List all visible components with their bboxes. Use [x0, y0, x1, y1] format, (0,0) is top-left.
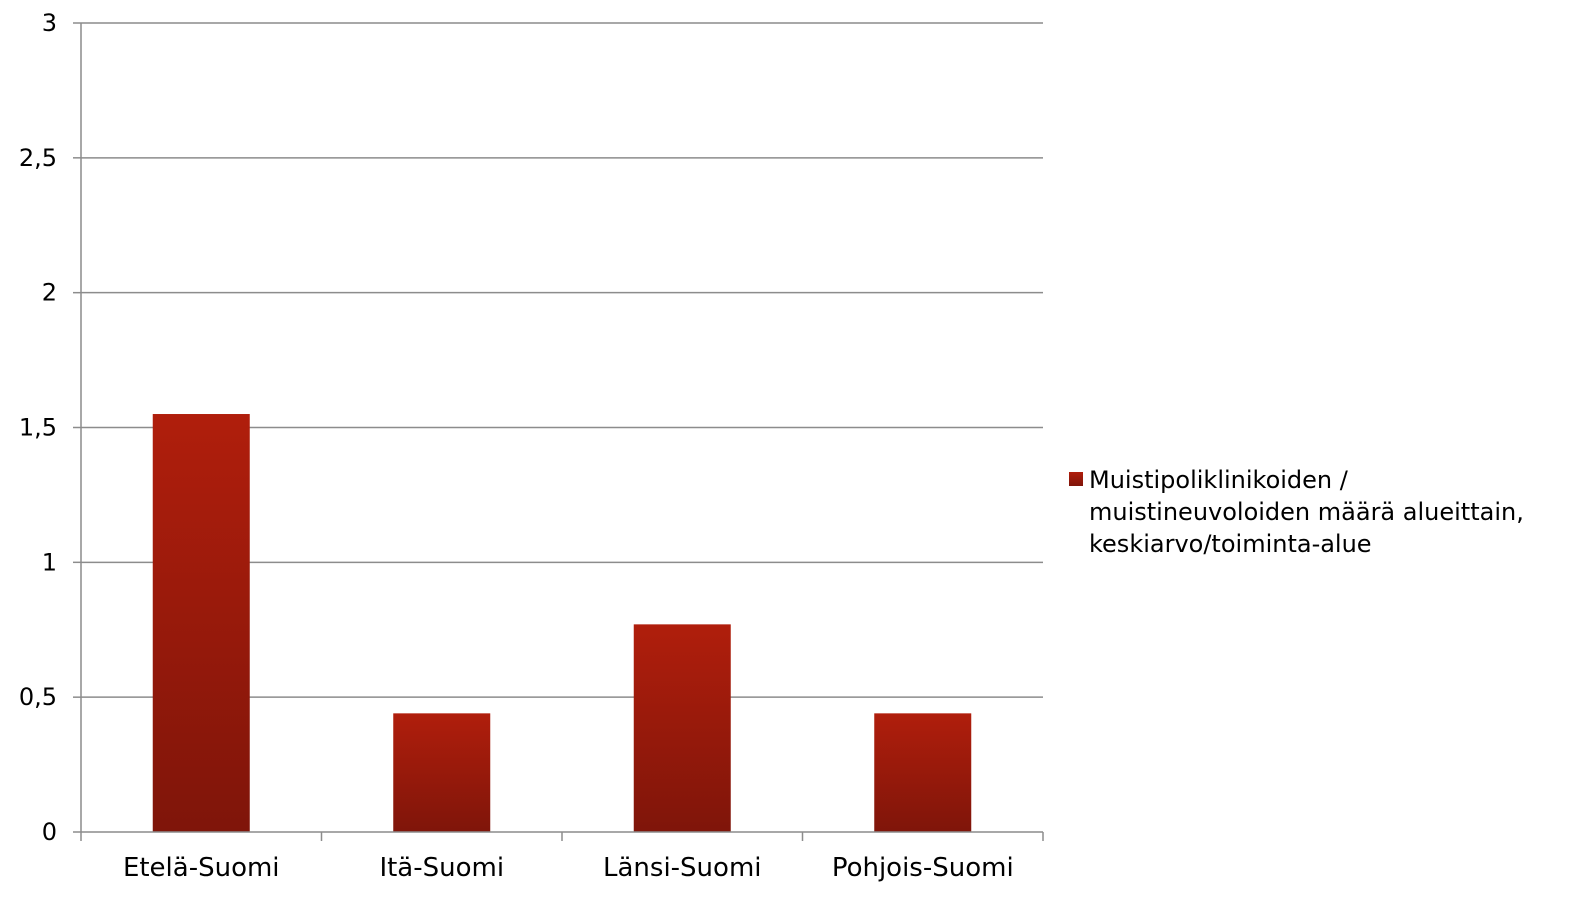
bar — [633, 624, 731, 832]
y-tick-label: 3 — [42, 9, 57, 37]
legend-swatch — [1069, 472, 1083, 486]
bar — [874, 713, 972, 832]
x-category-label: Etelä-Suomi — [123, 853, 280, 883]
y-tick-label: 2,5 — [19, 144, 57, 172]
y-tick-label: 0,5 — [19, 683, 57, 711]
bars — [152, 414, 972, 832]
bar — [152, 414, 250, 832]
x-category-labels: Etelä-Suomi Itä-Suomi Länsi-Suomi Pohjois-S… — [123, 853, 1014, 883]
x-category-label: Pohjois-Suomi — [832, 853, 1014, 883]
legend: Muistipoliklinikoiden / muistineuvoloide… — [1069, 466, 1524, 558]
bar — [393, 713, 491, 832]
y-tick-label: 1,5 — [19, 414, 57, 442]
y-tick-label: 0 — [42, 818, 57, 846]
y-tick-labels: 0 0,5 1 1,5 2 2,5 3 — [19, 9, 57, 846]
x-category-label: Länsi-Suomi — [603, 853, 762, 883]
x-category-label: Itä-Suomi — [379, 853, 504, 883]
legend-label-line: keskiarvo/toiminta-alue — [1089, 530, 1372, 558]
legend-label-line: Muistipoliklinikoiden / — [1089, 466, 1349, 494]
y-tick-label: 1 — [42, 548, 57, 576]
axes — [73, 22, 1044, 841]
y-tick-label: 2 — [42, 279, 57, 307]
legend-label-line: muistineuvoloiden määrä alueittain, — [1089, 498, 1524, 526]
